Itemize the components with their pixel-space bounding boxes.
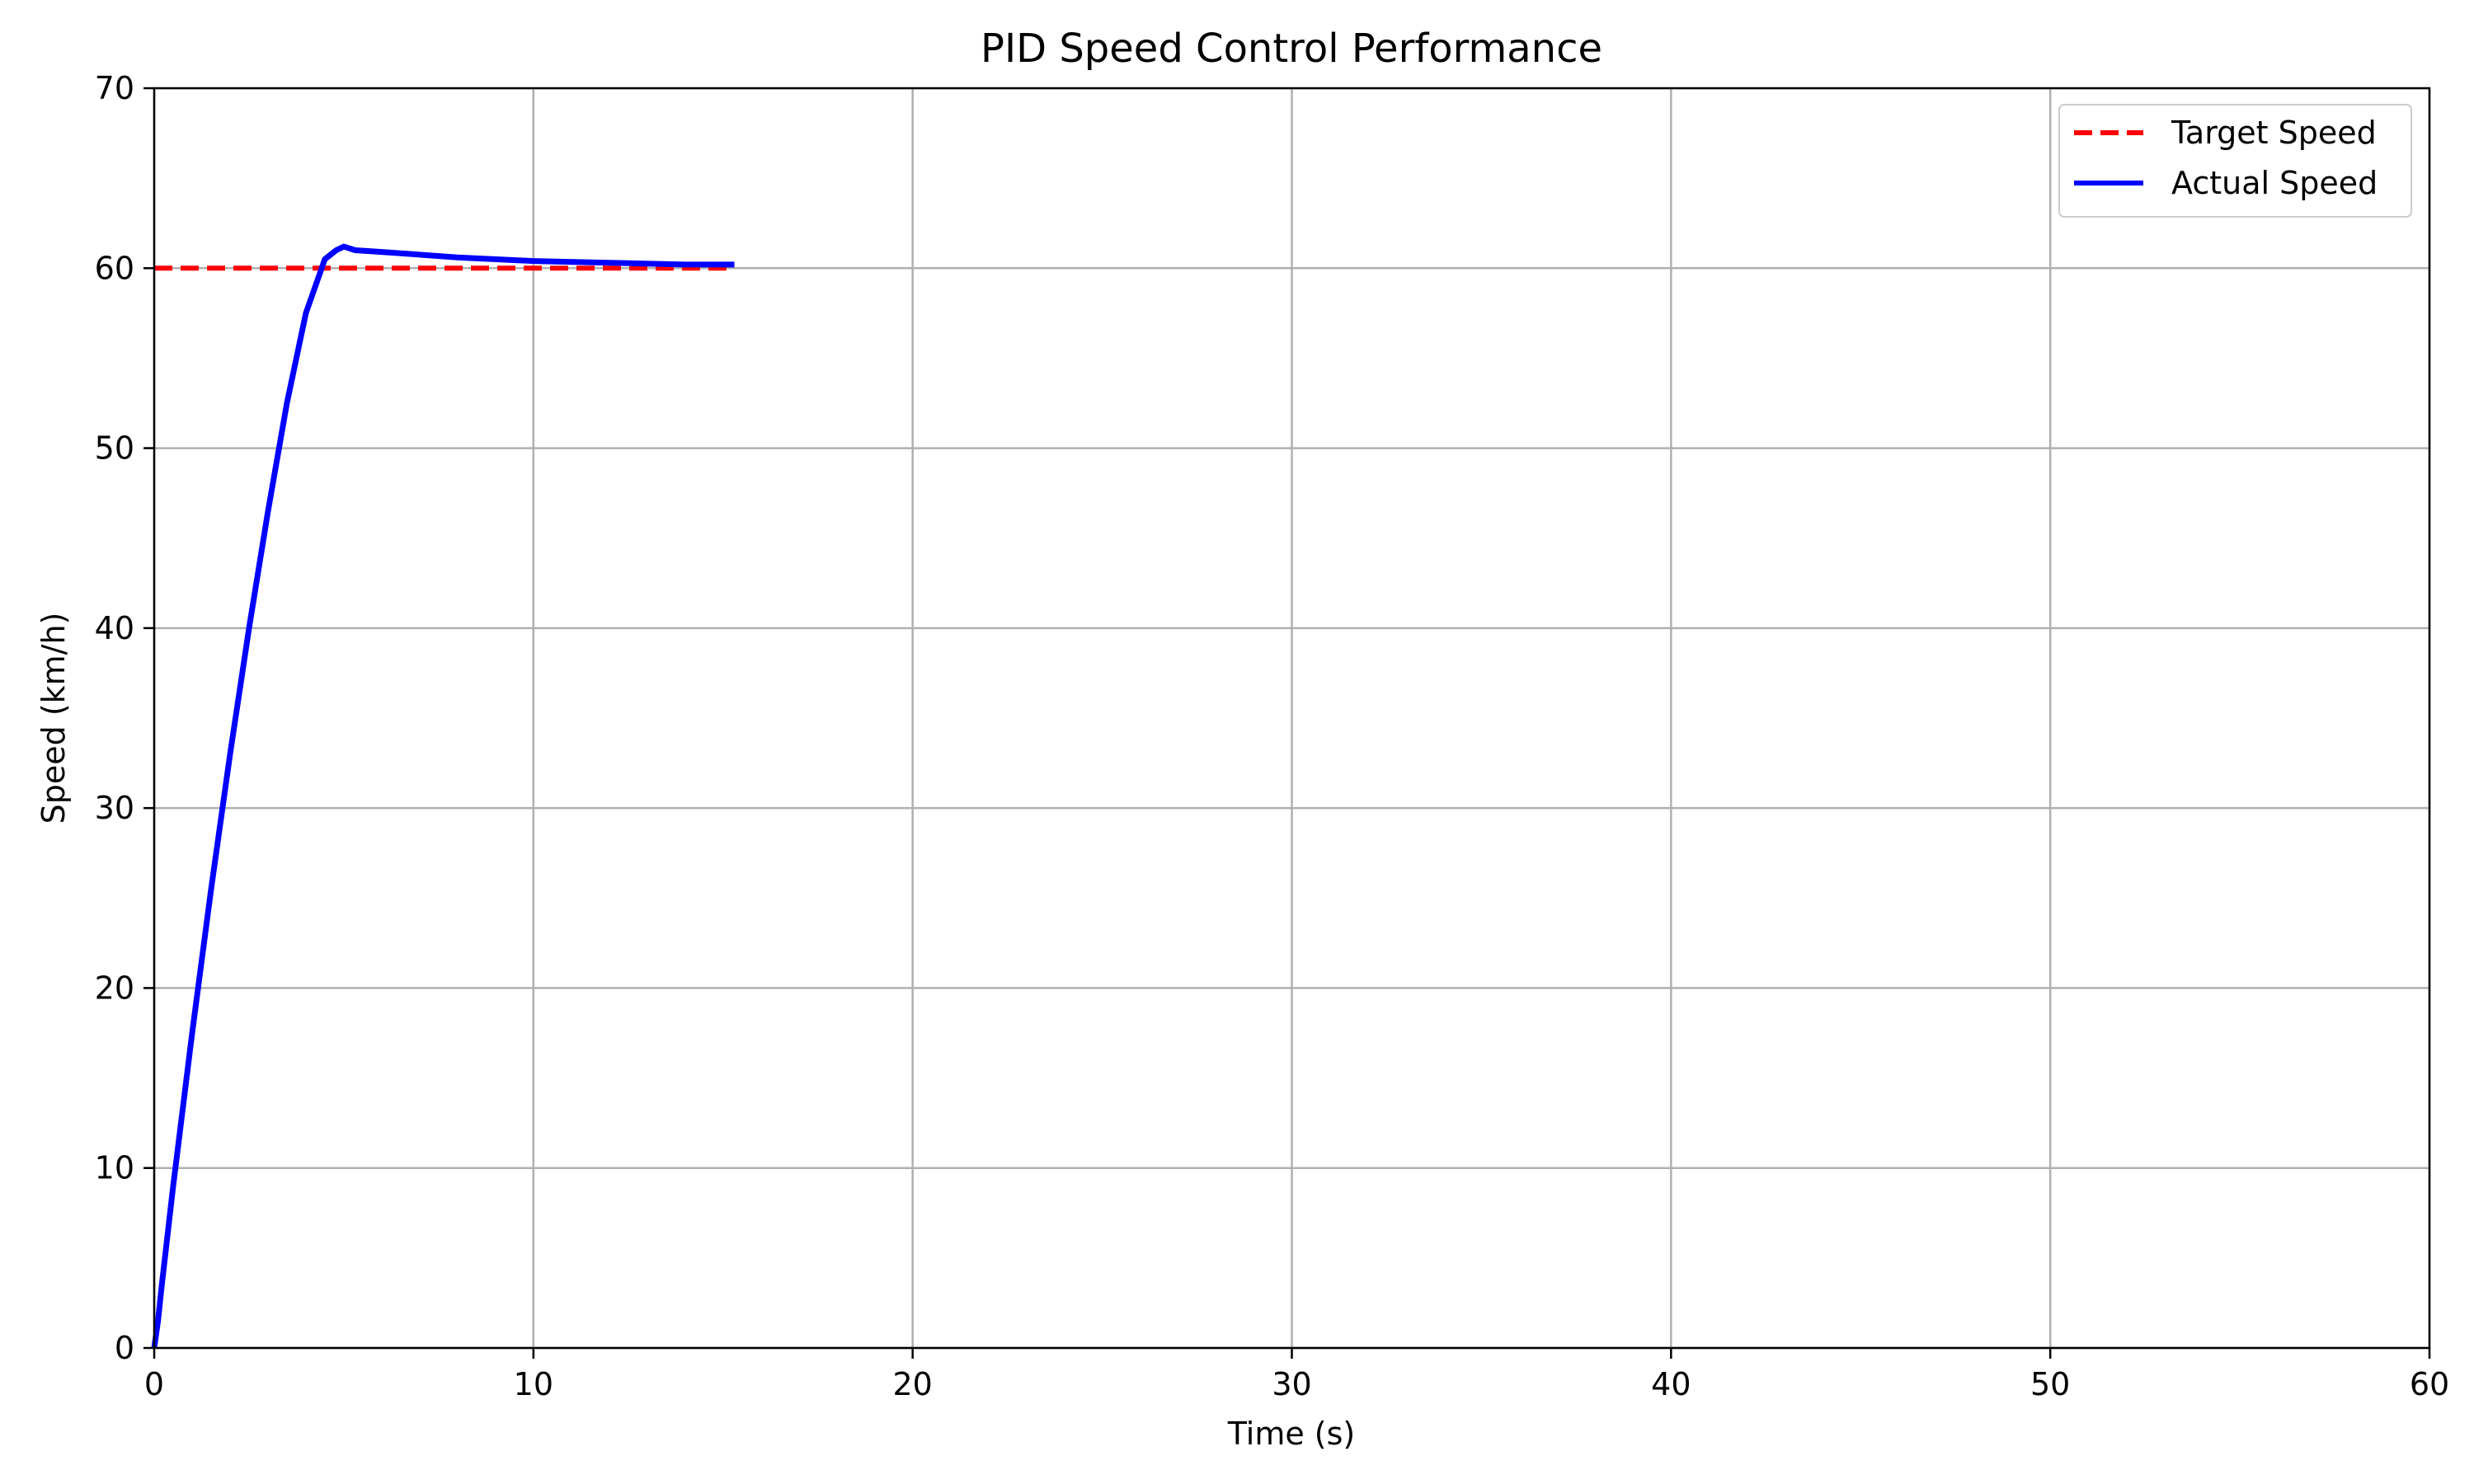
y-tick-label: 30 (95, 790, 134, 826)
y-tick-label: 50 (95, 430, 134, 467)
grid (153, 87, 2431, 1350)
legend-label-actual-speed: Actual Speed (2171, 165, 2378, 201)
x-tick-label: 0 (144, 1366, 164, 1402)
x-tick-label: 30 (1272, 1366, 1311, 1402)
chart-title: PID Speed Control Performance (981, 26, 1602, 72)
y-tick-label: 0 (115, 1330, 134, 1366)
x-tick-label: 50 (2030, 1366, 2070, 1402)
y-axis-label: Speed (km/h) (35, 613, 72, 824)
legend-label-target-speed: Target Speed (2171, 115, 2377, 151)
legend: Target Speed Actual Speed (2058, 104, 2412, 218)
y-tick-label: 60 (95, 250, 134, 286)
axis-ticks: 0 10 20 30 40 50 60 0 10 20 30 40 50 60 70 (95, 70, 2450, 1402)
x-tick-label: 10 (514, 1366, 553, 1402)
series-line-actual-speed (151, 243, 735, 1349)
y-tick-label: 40 (95, 610, 134, 646)
plot-series (151, 243, 735, 1349)
x-axis-label: Time (s) (1227, 1416, 1356, 1452)
x-tick-label: 60 (2410, 1366, 2449, 1402)
y-tick-label: 20 (95, 970, 134, 1006)
legend-box (2058, 104, 2412, 218)
y-tick-label: 70 (95, 70, 134, 106)
x-tick-label: 40 (1651, 1366, 1691, 1402)
y-tick-label: 10 (95, 1150, 134, 1186)
x-tick-label: 20 (892, 1366, 932, 1402)
